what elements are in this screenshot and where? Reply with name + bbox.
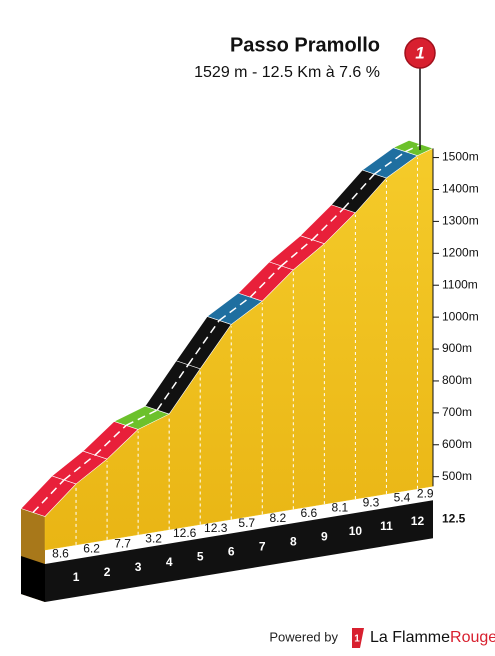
y-tick-label: 800m xyxy=(442,373,472,387)
brand: La FlammeRouge xyxy=(370,629,495,646)
x-tick-label: 10 xyxy=(349,524,363,538)
road-dash xyxy=(187,319,220,366)
powered-by: Powered by xyxy=(269,629,338,644)
road-segment xyxy=(392,139,434,156)
road-dash xyxy=(311,208,344,241)
x-tick-label: 6 xyxy=(228,545,235,559)
logo-label: 1 xyxy=(354,634,360,645)
x-tick-label: 5 xyxy=(197,550,204,564)
gradient-label: 3.2 xyxy=(145,531,162,545)
y-tick-label: 700m xyxy=(442,405,472,419)
road-dash xyxy=(63,454,96,481)
brand-part: Rouge xyxy=(450,629,495,646)
road-dash xyxy=(405,143,422,153)
gradient-label: 12.6 xyxy=(173,526,197,540)
x-tick-label: 11 xyxy=(380,519,393,533)
road-dash xyxy=(94,424,127,456)
x-tick-label: 2 xyxy=(104,565,111,579)
gradient-label: 6.6 xyxy=(300,506,317,520)
gradient-label: 8.2 xyxy=(269,511,286,525)
road-dash xyxy=(342,173,375,210)
road-dash xyxy=(218,296,251,322)
chart-title: Passo Pramollo xyxy=(230,34,380,56)
y-tick-label: 1000m xyxy=(442,309,479,323)
x-tick-label: 7 xyxy=(259,539,266,553)
marker-label: 1 xyxy=(415,43,424,62)
gradient-label: 8.6 xyxy=(52,547,69,561)
gradient-label: 2.9 xyxy=(417,487,434,501)
road-dash xyxy=(156,364,189,411)
base-bar-side xyxy=(21,556,45,602)
y-tick-label: 1100m xyxy=(442,277,478,291)
y-tick-label: 1400m xyxy=(442,182,479,196)
x-tick-label: 9 xyxy=(321,529,328,543)
road-dash xyxy=(249,265,282,298)
profile-area xyxy=(44,147,434,551)
x-tick-label: 3 xyxy=(135,560,142,574)
y-tick-label: 1300m xyxy=(442,214,479,228)
gradient-label: 6.2 xyxy=(83,542,100,556)
road-dash xyxy=(125,409,158,427)
road-dash xyxy=(280,239,313,267)
x-tick-label: 12.5 xyxy=(442,511,466,525)
y-tick-label: 1500m xyxy=(442,150,479,164)
gradient-label: 12.3 xyxy=(204,521,228,535)
gradient-label: 7.7 xyxy=(114,536,131,550)
y-tick-label: 900m xyxy=(442,341,472,355)
y-tick-label: 1200m xyxy=(442,245,479,259)
road-dash xyxy=(32,479,65,514)
x-tick-label: 8 xyxy=(290,534,297,548)
plot: 1 2 3 4 5 6 7 8 9 10 11 12 12.58.6 6.2 7.7 3.2 12.6 12.3 5… xyxy=(20,139,479,602)
gradient-label: 5.7 xyxy=(238,516,255,530)
y-tick-label: 600m xyxy=(442,437,472,451)
y-tick-label: 500m xyxy=(442,469,472,483)
gradient-label: 8.1 xyxy=(332,501,349,515)
gradient-label: 5.4 xyxy=(394,491,411,505)
chart-subtitle: 1529 m - 12.5 Km à 7.6 % xyxy=(194,64,380,81)
gradient-label: 9.3 xyxy=(363,496,380,510)
brand-part: La Flamme xyxy=(370,629,450,646)
x-tick-label: 1 xyxy=(73,570,80,584)
road-dash xyxy=(374,151,406,175)
x-tick-label: 4 xyxy=(166,555,173,569)
logo-shape xyxy=(352,628,364,648)
x-tick-label: 12 xyxy=(411,514,425,528)
marker-circle xyxy=(404,37,436,69)
base-bar xyxy=(45,500,433,602)
